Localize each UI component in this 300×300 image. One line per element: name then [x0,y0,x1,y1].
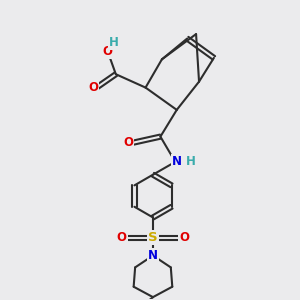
Text: O: O [117,231,127,244]
Text: O: O [88,81,98,94]
Text: H: H [109,36,119,49]
Text: O: O [102,45,112,58]
Text: S: S [148,231,158,244]
Text: H: H [186,155,196,168]
Text: N: N [148,249,158,262]
Text: O: O [123,136,133,149]
Text: N: N [172,155,182,168]
Text: O: O [179,231,189,244]
